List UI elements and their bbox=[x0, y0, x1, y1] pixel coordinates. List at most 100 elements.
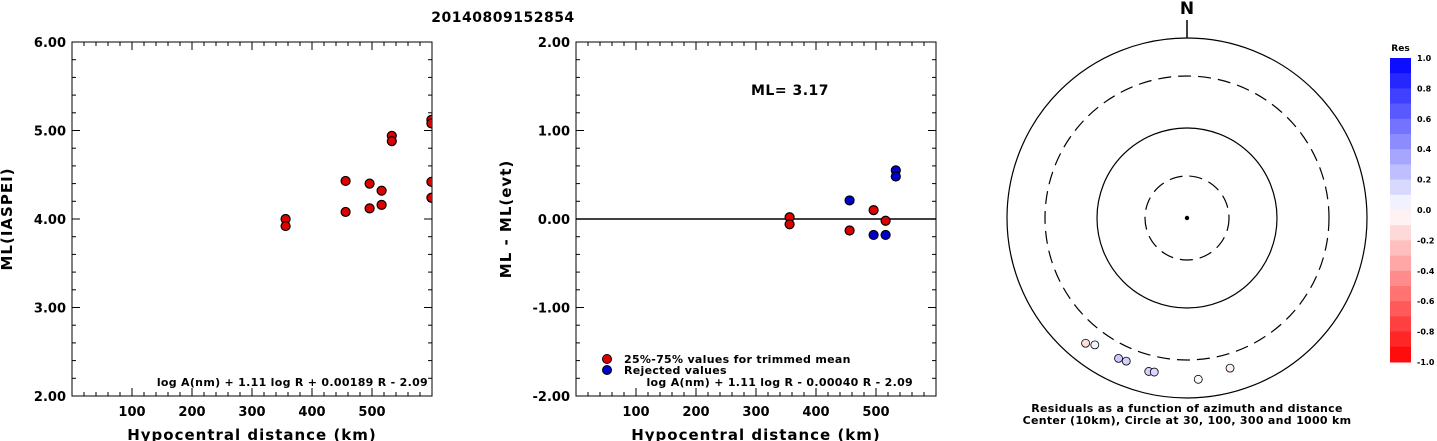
colorbar-swatch bbox=[1390, 316, 1411, 333]
legend-label: 25%-75% values for trimmed mean bbox=[624, 353, 851, 366]
ring-30km bbox=[1144, 175, 1230, 261]
data-point bbox=[844, 195, 855, 206]
data-point bbox=[364, 178, 375, 189]
colorbar-swatch bbox=[1390, 118, 1411, 135]
colorbar-swatch bbox=[1390, 164, 1411, 181]
colorbar-swatch bbox=[1390, 149, 1411, 165]
colorbar-swatch bbox=[1390, 179, 1411, 196]
legend-marker bbox=[602, 354, 612, 364]
ring-100km bbox=[1096, 127, 1278, 309]
colorbar-swatch bbox=[1390, 210, 1411, 226]
y-tick-label: 0.00 bbox=[538, 213, 570, 228]
epicenter-dot bbox=[1184, 215, 1190, 221]
colorbar-swatch bbox=[1390, 134, 1411, 150]
data-point bbox=[376, 185, 387, 196]
x-axis-label: Hypocentral distance (km) bbox=[631, 426, 881, 441]
plot-frame bbox=[71, 41, 433, 397]
data-point bbox=[844, 225, 855, 236]
data-point bbox=[340, 206, 351, 218]
y-tick-label: -2.00 bbox=[533, 390, 570, 405]
colorbar-swatch bbox=[1390, 301, 1411, 317]
data-point bbox=[426, 176, 432, 187]
map-caption-line2: Center (10km), Circle at 30, 100, 300 an… bbox=[1023, 414, 1352, 427]
x-tick-label: 400 bbox=[298, 405, 325, 420]
data-point bbox=[376, 199, 387, 210]
residual-vs-distance-panel: 100 200 300 400 500 -2.00 -1.00 0.00 1.00 2.00 Hyp… bbox=[497, 36, 937, 441]
colorbar-swatch bbox=[1390, 88, 1411, 105]
data-point bbox=[280, 220, 291, 232]
station-marker bbox=[1081, 338, 1090, 348]
data-point bbox=[868, 205, 879, 216]
colorbar-label: -0.8 bbox=[1417, 328, 1435, 337]
colorbar-swatch bbox=[1390, 73, 1411, 89]
station-marker bbox=[1114, 353, 1123, 363]
formula-text: log A(nm) + 1.11 log R - 0.00040 R - 2.0… bbox=[646, 376, 913, 389]
colorbar-label: -0.2 bbox=[1417, 236, 1435, 245]
residual-map-panel: N Residuals as a function of azimuth and … bbox=[1006, 0, 1435, 427]
y-tick-label: 1.00 bbox=[538, 125, 570, 140]
station-marker bbox=[1090, 340, 1100, 350]
station-marker bbox=[1149, 367, 1159, 377]
x-tick-label: 300 bbox=[742, 405, 769, 420]
y-tick-label: 2.00 bbox=[34, 390, 66, 405]
map-caption-line1: Residuals as a function of azimuth and d… bbox=[1031, 402, 1343, 415]
x-tick-label: 500 bbox=[862, 405, 889, 420]
y-tick-label: 4.00 bbox=[34, 213, 66, 228]
colorbar-label: 0.4 bbox=[1417, 145, 1432, 154]
data-point bbox=[890, 171, 901, 182]
colorbar-swatch bbox=[1390, 270, 1411, 287]
y-tick-label: -1.00 bbox=[533, 302, 570, 317]
y-tick-label: 3.00 bbox=[34, 302, 66, 317]
colorbar-swatch bbox=[1390, 255, 1411, 272]
x-tick-label: 100 bbox=[118, 405, 145, 420]
colorbar-label: 0.0 bbox=[1417, 206, 1432, 215]
colorbar-swatch bbox=[1390, 346, 1411, 363]
y-axis-label: ML(IASPEI) bbox=[0, 167, 16, 270]
data-point bbox=[426, 118, 432, 129]
y-axis-label: ML - ML(evt) bbox=[497, 160, 515, 278]
data-point bbox=[426, 192, 432, 203]
data-point bbox=[364, 203, 375, 214]
station-marker bbox=[1225, 363, 1235, 373]
colorbar-label: -0.4 bbox=[1417, 267, 1435, 276]
x-tick-label: 200 bbox=[178, 405, 205, 420]
colorbar-title: Res bbox=[1391, 44, 1409, 54]
data-point bbox=[386, 136, 397, 147]
colorbar-label: 0.6 bbox=[1417, 115, 1432, 124]
ring-300km bbox=[1044, 75, 1330, 361]
x-tick-label: 200 bbox=[682, 405, 709, 420]
x-tick-label: 400 bbox=[802, 405, 829, 420]
colorbar-label: -1.0 bbox=[1417, 358, 1435, 367]
event-id-title: 20140809152854 bbox=[431, 10, 574, 26]
ml-annotation: ML= 3.17 bbox=[751, 83, 829, 99]
legend-marker bbox=[602, 365, 612, 375]
data-points bbox=[280, 114, 432, 232]
x-tick-label: 500 bbox=[358, 405, 385, 420]
colorbar-label: 0.8 bbox=[1417, 84, 1432, 93]
colorbar-swatch bbox=[1390, 286, 1411, 302]
colorbar-swatch bbox=[1390, 240, 1411, 257]
y-tick-label: 6.00 bbox=[34, 36, 66, 51]
colorbar-swatch bbox=[1390, 194, 1411, 211]
colorbar-label: 1.0 bbox=[1417, 54, 1432, 63]
north-label: N bbox=[1180, 0, 1194, 19]
colorbar-swatch bbox=[1390, 103, 1411, 120]
x-tick-label: 300 bbox=[238, 405, 265, 420]
y-tick-label: 2.00 bbox=[538, 36, 570, 51]
colorbar-swatch bbox=[1390, 58, 1411, 74]
y-tick-label: 5.00 bbox=[34, 125, 66, 140]
station-marker bbox=[1121, 356, 1131, 366]
colorbar-label: -0.6 bbox=[1417, 297, 1435, 306]
data-points bbox=[784, 165, 901, 241]
formula-text: log A(nm) + 1.11 log R + 0.00189 R - 2.0… bbox=[157, 376, 428, 389]
data-point bbox=[784, 219, 795, 230]
x-tick-label: 100 bbox=[622, 405, 649, 420]
data-point bbox=[880, 215, 891, 226]
x-axis-label: Hypocentral distance (km) bbox=[127, 426, 377, 441]
colorbar-label: 0.2 bbox=[1417, 176, 1431, 185]
colorbar-swatch bbox=[1390, 225, 1411, 241]
ml-vs-distance-panel: 100 200 300 400 500 2.00 3.00 4.00 5.00 6.00 Hypoc… bbox=[0, 36, 433, 441]
data-point bbox=[868, 229, 879, 241]
data-point bbox=[880, 229, 891, 241]
